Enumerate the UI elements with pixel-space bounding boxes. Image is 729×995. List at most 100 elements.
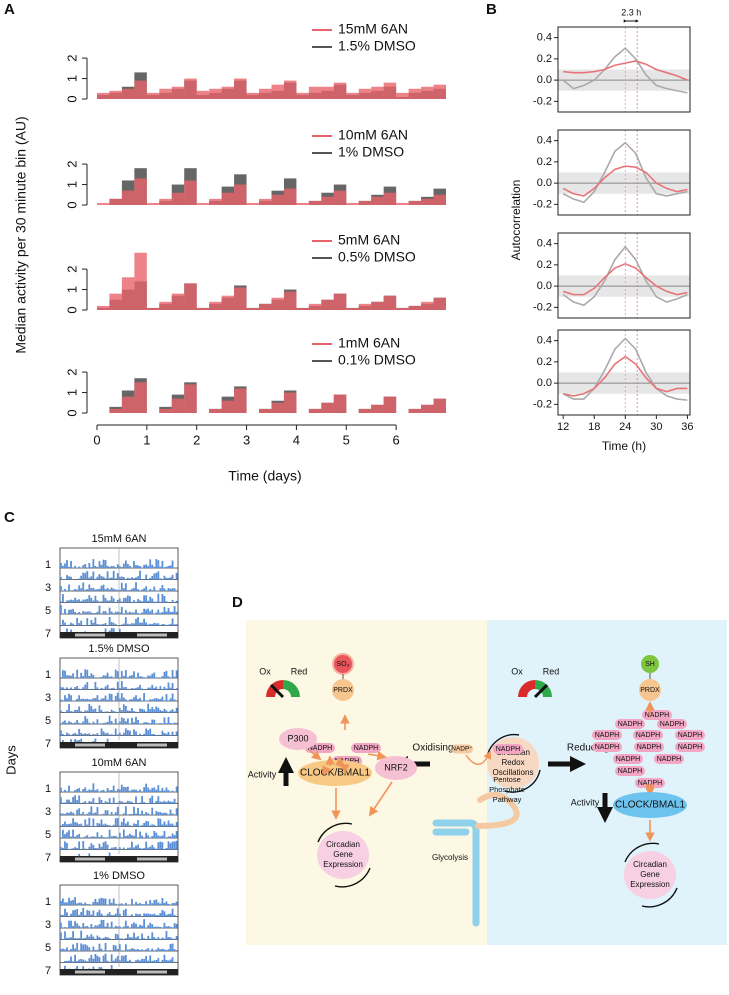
actogram-texture (153, 687, 156, 690)
actogram-texture (70, 811, 72, 815)
actogram-texture (124, 823, 127, 827)
activity-bar (371, 301, 384, 310)
actogram-texture (76, 903, 79, 905)
actogram-texture (78, 950, 81, 951)
actogram-texture (155, 572, 158, 580)
diagram-text: Gene (333, 850, 353, 859)
actogram-texture (137, 613, 139, 614)
actogram-texture (169, 809, 172, 815)
actogram-texture (165, 801, 168, 804)
actogram-texture (167, 820, 170, 827)
y-tick-label: 0.4 (537, 238, 552, 250)
actogram-texture (135, 609, 137, 614)
actogram-texture (173, 676, 176, 678)
actogram-texture (135, 824, 137, 827)
actogram-texture (137, 617, 139, 626)
actogram-texture (94, 938, 97, 940)
actogram-texture (98, 797, 101, 804)
actogram-texture (124, 699, 127, 701)
actogram-texture (74, 795, 77, 804)
actogram-texture (143, 950, 146, 951)
activity-bar (321, 299, 334, 310)
actogram-texture (92, 783, 95, 792)
actogram-texture (74, 836, 77, 838)
actogram-texture (88, 904, 91, 905)
actogram-texture (92, 698, 95, 701)
actogram-texture (64, 563, 66, 568)
actogram-texture (70, 622, 72, 626)
actogram-texture (139, 566, 141, 568)
gauge-green (283, 680, 300, 697)
protein-circle (332, 679, 354, 701)
actogram-texture (171, 813, 174, 815)
row-label: 5 (45, 605, 51, 617)
actogram-texture (76, 800, 79, 804)
actogram-texture (159, 698, 162, 701)
actogram-texture (112, 613, 115, 614)
actogram-texture (94, 698, 97, 701)
actogram-texture (88, 936, 91, 940)
light-bar (75, 857, 105, 861)
actogram-texture (88, 703, 91, 713)
actogram-texture (118, 926, 121, 928)
actogram-texture (126, 800, 129, 804)
actogram-texture (88, 563, 91, 568)
actogram-texture (135, 960, 137, 963)
actogram-texture (149, 922, 152, 928)
actogram-texture (135, 949, 137, 951)
row-label: 3 (45, 692, 51, 704)
actogram-texture (175, 786, 178, 792)
nadph-shape (675, 742, 705, 752)
actogram-texture (126, 688, 129, 690)
activity-bar (159, 88, 172, 99)
actogram-texture (171, 723, 174, 724)
actogram-texture (135, 618, 137, 626)
actogram-texture (169, 687, 172, 690)
actogram-texture (104, 823, 107, 827)
actogram-texture (167, 711, 170, 713)
actogram-texture (165, 611, 168, 614)
actogram-texture (137, 699, 139, 701)
actogram-texture (155, 623, 158, 626)
actogram-texture (64, 841, 66, 850)
actogram-texture (82, 789, 85, 792)
actogram-texture (149, 611, 152, 614)
actogram-texture (161, 584, 164, 591)
actogram-texture (135, 731, 137, 736)
x-tick-label: 12 (557, 421, 569, 433)
actogram-texture (169, 577, 172, 580)
actogram-texture (126, 590, 129, 591)
actogram-texture (124, 670, 127, 678)
actogram-texture (175, 901, 178, 905)
actogram-texture (100, 819, 103, 827)
actogram-texture (80, 930, 83, 940)
light-dark-bar (60, 969, 178, 975)
actogram-texture (131, 789, 133, 792)
actogram-texture (165, 914, 168, 917)
protein: PRDX (640, 687, 660, 694)
actogram-texture (84, 819, 87, 827)
y-tick-label: 0.2 (537, 156, 552, 168)
actogram-texture (64, 949, 66, 951)
actogram-texture (102, 623, 105, 626)
actogram-texture (147, 913, 150, 917)
autocorrelation-line (562, 245, 688, 307)
actogram-texture (133, 932, 135, 940)
actogram-texture (108, 912, 111, 917)
activity-bar (134, 80, 147, 99)
actogram-texture (110, 611, 113, 614)
actogram-texture (92, 571, 95, 580)
actogram-texture (129, 710, 131, 713)
actogram-texture (92, 721, 95, 724)
actogram-texture (84, 716, 87, 724)
light-bar (137, 633, 167, 637)
actogram-texture (131, 577, 133, 580)
actogram-texture (175, 950, 178, 951)
actogram-texture (72, 723, 74, 724)
actogram-texture (68, 785, 70, 792)
actogram-texture (163, 954, 166, 963)
actogram-texture (147, 821, 150, 827)
actogram-texture (86, 904, 89, 905)
actogram-texture (120, 938, 123, 940)
actogram-texture (94, 708, 97, 713)
